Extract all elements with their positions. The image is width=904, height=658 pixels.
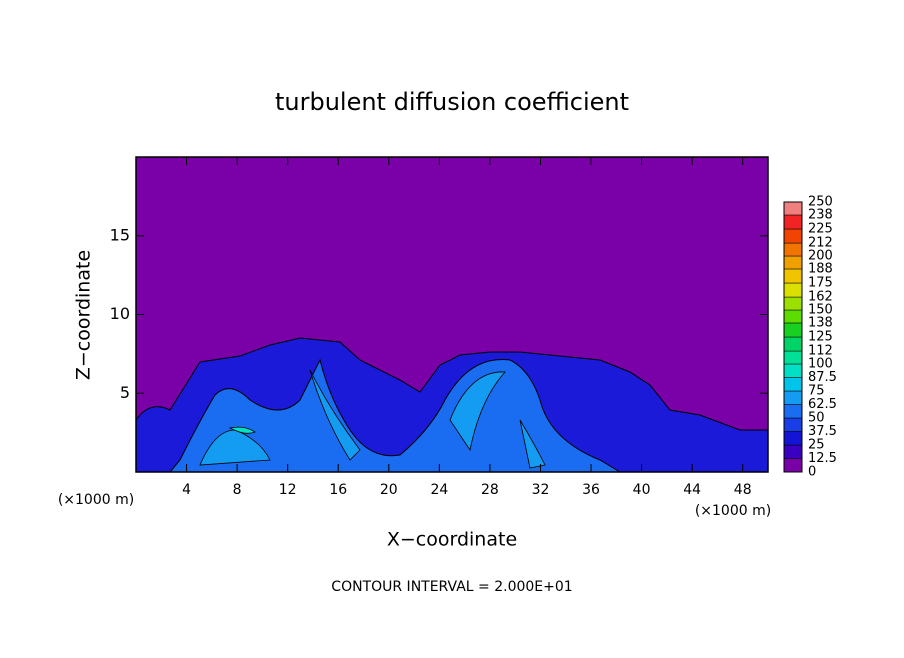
contour-region — [168, 358, 622, 473]
colorbar-tick-label: 250 — [808, 195, 833, 210]
x-tick-label: 20 — [380, 482, 398, 498]
contour-region — [228, 426, 256, 434]
colorbar-tick-label: 238 — [808, 207, 833, 222]
y-tick-label: 10 — [110, 304, 130, 323]
colorbar-bin — [783, 228, 803, 244]
colorbar-bin — [783, 336, 803, 352]
x-tick-label: 8 — [233, 482, 242, 498]
y-axis-label: Z−coordinate — [73, 250, 95, 380]
contour-field — [135, 157, 769, 473]
colorbar-tick-label: 100 — [808, 357, 833, 372]
colorbar-tick-label: 37.5 — [808, 424, 837, 439]
y-tick-label: 15 — [110, 225, 130, 244]
x-unit-label: (×1000 m) — [58, 492, 134, 508]
colorbar-frame — [783, 201, 803, 473]
colorbar-tick-label: 212 — [808, 236, 833, 251]
x-tick-label: 4 — [182, 482, 191, 498]
colorbar-tick-label: 112 — [808, 344, 833, 359]
colorbar-tick-label: 162 — [808, 290, 833, 305]
y-tick-label: 5 — [120, 383, 130, 402]
colorbar-bin — [783, 350, 803, 365]
x-tick-label: 28 — [481, 482, 499, 498]
colorbar-bin — [783, 214, 803, 230]
x-tick-label: 24 — [430, 482, 448, 498]
x-tick-label: 40 — [633, 482, 651, 498]
x-tick-label: 12 — [279, 482, 297, 498]
colorbar-bin — [783, 458, 803, 473]
colorbar-tick-label: 12.5 — [808, 451, 837, 466]
x-tick-label: 36 — [582, 482, 600, 498]
colorbar-tick-label: 188 — [808, 261, 833, 276]
colorbar-bin — [783, 282, 803, 298]
footnote: CONTOUR INTERVAL = 2.000E+01 — [331, 579, 572, 595]
colorbar-bin — [783, 201, 803, 216]
colorbar-tick-label: 200 — [808, 249, 833, 264]
x-axis-label: X−coordinate — [387, 529, 517, 551]
colorbar-bin — [783, 363, 803, 378]
colorbar-tick-label: 87.5 — [808, 370, 837, 385]
colorbar-tick-label: 62.5 — [808, 397, 837, 412]
colorbar-tick-label: 50 — [808, 411, 825, 426]
colorbar-bin — [783, 390, 803, 405]
colorbar-tick-label: 175 — [808, 276, 833, 291]
colorbar-tick-label: 25 — [808, 438, 825, 453]
colorbar-bin — [783, 309, 803, 324]
x-tick-label: 32 — [532, 482, 550, 498]
colorbar-tick-label: 125 — [808, 330, 833, 345]
x-tick-label: 16 — [329, 482, 347, 498]
colorbar-bin — [783, 417, 803, 432]
colorbar-bin — [783, 255, 803, 270]
x-tick-label: 44 — [683, 482, 701, 498]
colorbar-bin — [783, 322, 803, 338]
colorbar-bin — [783, 268, 803, 284]
colorbar-bin — [783, 444, 803, 459]
colorbar-bin — [783, 404, 803, 419]
colorbar-bin — [783, 296, 803, 311]
colorbar-bin — [783, 431, 803, 446]
colorbar-bin — [783, 377, 803, 392]
x-tick-label: 48 — [734, 482, 752, 498]
colorbar-tick-label: 225 — [808, 222, 833, 237]
x-unit-label: (×1000 m) — [695, 503, 771, 519]
colorbar-tick-label: 138 — [808, 315, 833, 330]
colorbar-tick-label: 150 — [808, 303, 833, 318]
colorbar-tick-label: 75 — [808, 384, 825, 399]
colorbar-bin — [783, 242, 803, 257]
chart-title: turbulent diffusion coefficient — [275, 88, 629, 116]
colorbar-tick-label: 0 — [808, 465, 816, 480]
